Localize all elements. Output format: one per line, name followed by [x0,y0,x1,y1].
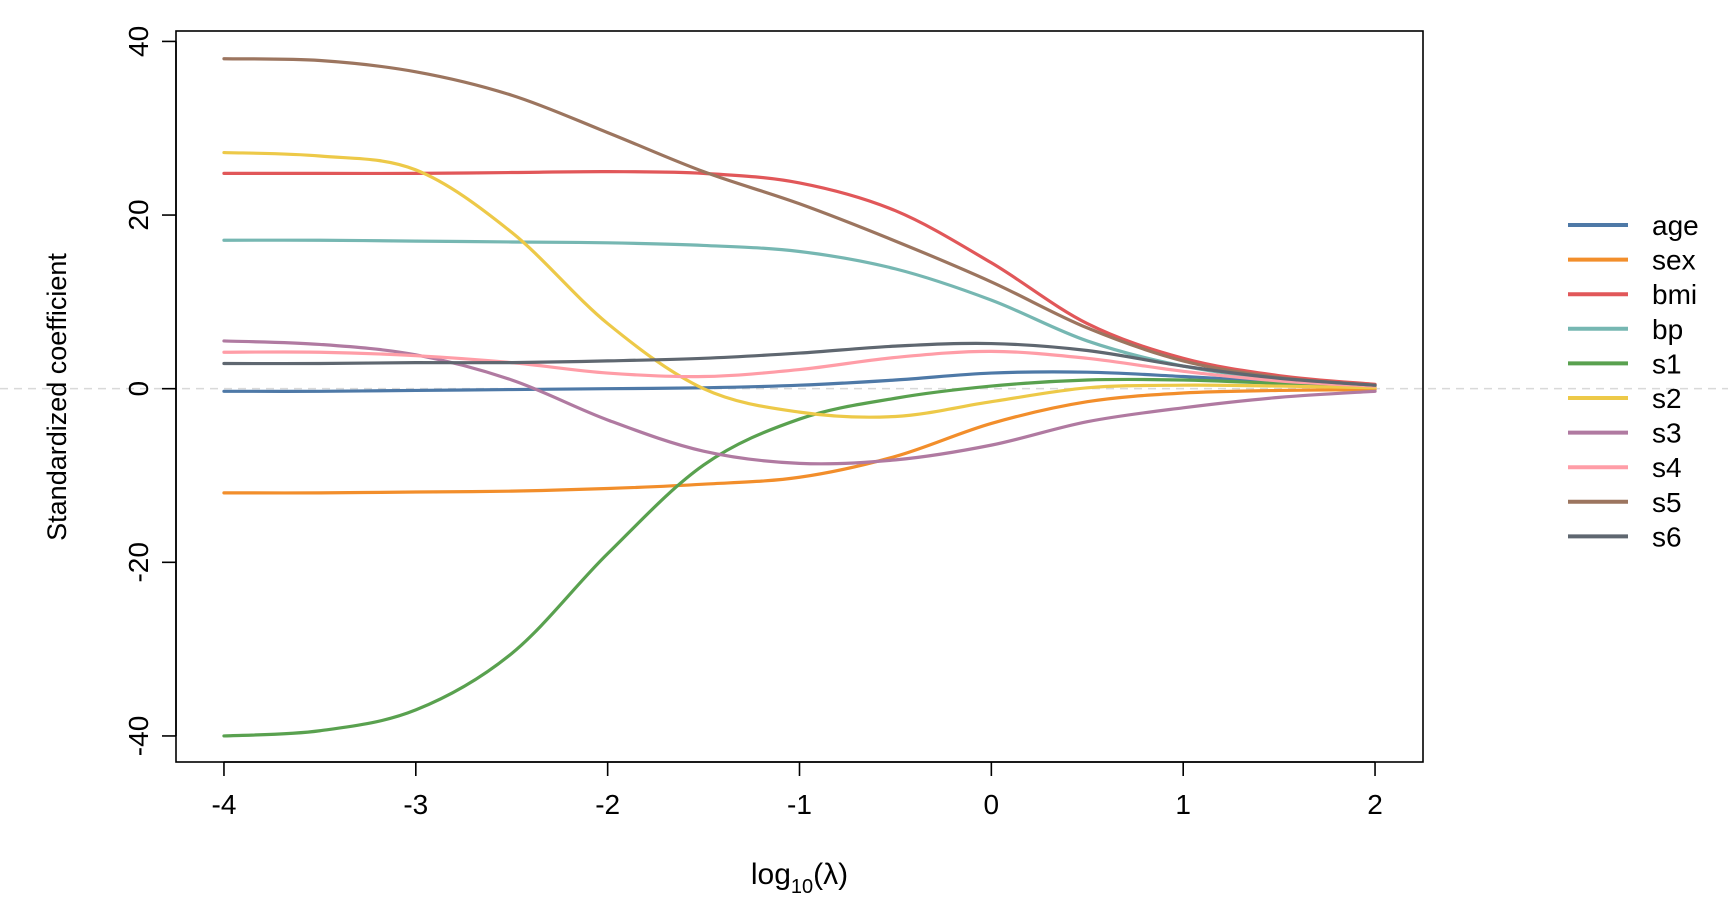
y-tick-label: 0 [123,381,154,397]
legend-label-s3: s3 [1652,418,1682,449]
x-tick-label: -2 [595,789,620,820]
y-axis-label: Standardized coefficient [42,253,72,541]
y-tick-label: 40 [123,26,154,57]
x-axis-label-base: log [751,858,791,891]
plot-frame [175,30,1424,763]
legend-label-bp: bp [1652,314,1683,345]
x-tick-label: 1 [1175,789,1191,820]
y-tick-label: -20 [123,542,154,582]
x-tick-label: 0 [984,789,1000,820]
y-axis: -40 -20 0 20 40 [123,26,177,756]
y-tick-label: -40 [123,716,154,756]
legend-label-s5: s5 [1652,487,1682,518]
series-line-s3 [222,339,1377,466]
series-line-s1 [222,377,1377,738]
series-line-sex [222,387,1377,495]
legend-label-bmi: bmi [1652,279,1697,310]
y-tick-label: 20 [123,199,154,230]
series-lines [222,57,1377,738]
x-tick-label: 2 [1367,789,1383,820]
series-line-s2 [222,150,1377,419]
legend-label-s2: s2 [1652,383,1682,414]
series-line-age [222,370,1377,393]
legend-label-sex: sex [1652,245,1696,276]
series-line-bmi [222,170,1377,386]
series-line-s6 [222,341,1377,387]
x-tick-label: -3 [403,789,428,820]
x-axis-label-subscript: 10 [791,876,813,898]
series-line-s5 [222,57,1377,387]
x-axis: -4 -3 -2 -1 0 1 2 [212,761,1383,820]
legend-label-s6: s6 [1652,521,1682,552]
series-line-s4 [222,349,1377,388]
legend-label-s4: s4 [1652,452,1682,483]
x-axis-label: log10(λ) [751,858,848,898]
legend-label-age: age [1652,210,1699,241]
x-tick-label: -4 [212,789,237,820]
legend-label-s1: s1 [1652,348,1682,379]
x-tick-label: -1 [787,789,812,820]
x-axis-label-tail: (λ) [813,858,848,891]
